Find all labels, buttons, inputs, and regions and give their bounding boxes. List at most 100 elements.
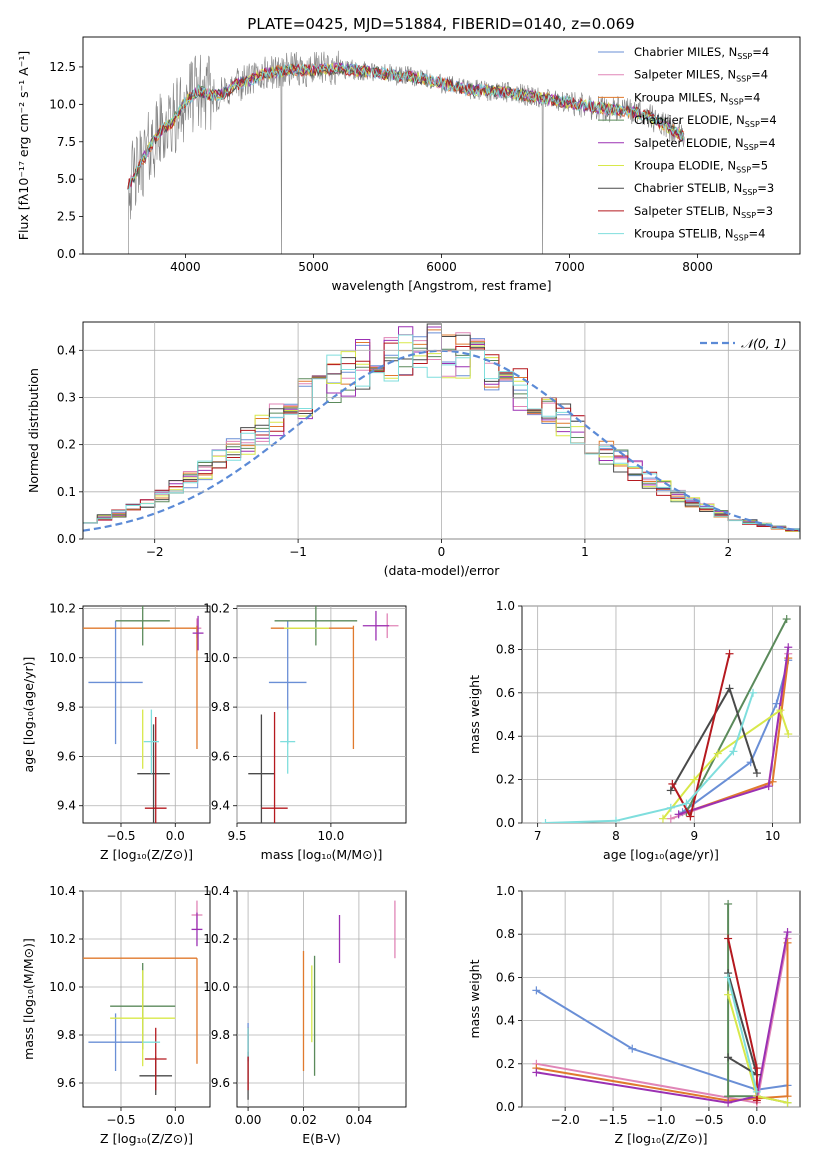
mass-weight-series <box>727 972 759 1077</box>
error-bar-point <box>144 1027 167 1091</box>
z-massweight-axes: −2.0 −1.5 −1.0 −0.5 0.0 0.0 0.2 0.4 0.6 0.8 1.0 Z [… <box>467 884 800 1146</box>
ebv-mass-frame <box>236 890 407 1108</box>
legend-entry: Kroupa MILES, NSSP=4 <box>634 90 760 106</box>
residuals-legend: 𝒩(0, 1) <box>700 336 787 351</box>
x-tick-label: −0.5 <box>694 1113 723 1127</box>
error-bar-point <box>143 709 159 774</box>
legend-entry: Chabrier MILES, NSSP=4 <box>634 45 769 61</box>
mass-weight-marker <box>666 814 675 823</box>
x-tick-label: −2.0 <box>551 1113 580 1127</box>
mass-weight-marker <box>668 779 677 788</box>
data-spectrum-line <box>128 50 685 254</box>
mass-weight-marker <box>783 1098 792 1107</box>
mass-weight-marker <box>782 615 791 624</box>
residuals-axes: −2 −1 0 1 2 0.0 0.1 0.2 0.3 0.4 (data-model)/error… <box>26 322 800 578</box>
y-tick-label: 9.8 <box>57 1028 76 1042</box>
mass-weight-marker <box>674 810 683 819</box>
error-bar-point <box>261 712 288 823</box>
x-tick-label: 1 <box>581 545 589 559</box>
mass-weight-marker <box>532 1068 541 1077</box>
y-axis-label: mass weight <box>467 675 482 754</box>
y-tick-label: 9.6 <box>211 1076 230 1090</box>
error-bar-point <box>144 716 167 823</box>
x-axis-label: age [log₁₀(age/yr)] <box>603 847 719 862</box>
mass-weight-marker <box>772 699 781 708</box>
x-tick-label: 9.5 <box>227 829 246 843</box>
error-bar-point <box>248 714 275 823</box>
error-bar-point <box>280 709 296 774</box>
z-age-axes: −0.5 0.0 9.4 9.6 9.8 10.0 10.2 Z [log₁₀(Z/Z⊙)] a… <box>21 601 210 862</box>
x-tick-label: 0.0 <box>747 1113 766 1127</box>
mass-weight-marker <box>752 1064 761 1073</box>
figure-title: PLATE=0425, MJD=51884, FIBERID=0140, z=0… <box>247 15 634 33</box>
mass-weight-marker <box>724 934 733 943</box>
mass-age-points <box>248 606 399 823</box>
y-axis-label: Normed distribution <box>26 368 41 493</box>
mass-age-frame <box>236 605 407 824</box>
y-tick-label: 0.0 <box>57 247 76 261</box>
y-tick-label: 10.2 <box>203 601 230 615</box>
mass-weight-marker <box>725 684 734 693</box>
y-tick-label: 10.2 <box>49 932 76 946</box>
legend-entry: Salpeter MILES, NSSP=4 <box>634 68 768 84</box>
legend-entry: Chabrier ELODIE, NSSP=4 <box>634 113 777 129</box>
error-bar-point <box>362 610 390 641</box>
mass-weight-marker <box>532 986 541 995</box>
y-tick-label: 10.0 <box>203 651 230 665</box>
spectrum-legend: Chabrier MILES, NSSP=4 Salpeter MILES, NS… <box>598 45 777 243</box>
y-tick-label: 9.4 <box>57 799 76 813</box>
mass-weight-marker <box>783 928 792 937</box>
x-tick-label: 4000 <box>170 260 201 274</box>
x-axis-label: wavelength [Angstrom, rest frame] <box>331 278 551 293</box>
mass-weight-marker <box>658 814 667 823</box>
legend-entry: Kroupa STELIB, NSSP=4 <box>634 227 765 243</box>
x-tick-label: 0 <box>438 545 446 559</box>
mass-weight-marker <box>686 812 695 821</box>
x-tick-label: 10.0 <box>318 829 345 843</box>
x-tick-label: 7 <box>534 829 542 843</box>
y-tick-label: 0.0 <box>57 532 76 546</box>
mass-weight-series <box>727 977 758 1093</box>
x-tick-label: 2 <box>724 545 732 559</box>
x-tick-label: −0.5 <box>106 829 135 843</box>
legend-entry: Chabrier STELIB, NSSP=3 <box>634 181 774 197</box>
y-tick-label: 0.1 <box>57 485 76 499</box>
mass-weight-series <box>671 653 731 820</box>
y-axis-label: age [log₁₀(age/yr)] <box>21 657 36 773</box>
x-axis-label: Z [log₁₀(Z/Z⊙)] <box>615 1131 708 1146</box>
mass-weight-series <box>678 647 790 816</box>
y-tick-label: 9.4 <box>211 799 230 813</box>
ebv-mass-points <box>247 900 396 1100</box>
mass-weight-marker <box>776 706 785 715</box>
x-tick-label: −1.5 <box>598 1113 627 1127</box>
mass-weight-marker <box>752 1087 761 1096</box>
model-spectrum-line <box>127 62 685 190</box>
x-tick-label: 0.00 <box>235 1113 262 1127</box>
y-tick-label: 0.6 <box>496 686 515 700</box>
y-tick-label: 9.6 <box>211 749 230 763</box>
y-tick-label: 9.6 <box>57 749 76 763</box>
z-mass-frame <box>82 890 211 1108</box>
mass-weight-marker <box>724 973 733 982</box>
mass-weight-marker <box>725 649 734 658</box>
mass-weight-series <box>685 618 788 813</box>
mass-weight-marker <box>666 786 675 795</box>
x-tick-label: 0.0 <box>166 829 185 843</box>
x-tick-label: 0.0 <box>166 1113 185 1127</box>
error-bar-point <box>110 970 176 1067</box>
y-axis-label: mass [log₁₀(M/M⊙)] <box>21 938 36 1060</box>
mass-weight-series <box>536 931 789 1104</box>
error-bar-point <box>88 620 143 745</box>
y-tick-label: 9.8 <box>211 700 230 714</box>
y-tick-label: 5.0 <box>57 172 76 186</box>
mass-weight-marker <box>682 799 691 808</box>
mass-weight-marker <box>764 782 773 791</box>
x-tick-label: 7000 <box>554 260 585 274</box>
mass-weight-marker <box>729 747 738 756</box>
z-mass-axes: −0.5 0.0 9.6 9.8 10.0 10.2 10.4 Z [log₁₀(Z/Z⊙)]… <box>21 884 210 1146</box>
y-tick-label: 0.6 <box>496 970 515 984</box>
x-tick-label: −0.5 <box>106 1113 135 1127</box>
legend-entry: Salpeter STELIB, NSSP=3 <box>634 204 773 220</box>
y-tick-label: 10.2 <box>203 932 230 946</box>
